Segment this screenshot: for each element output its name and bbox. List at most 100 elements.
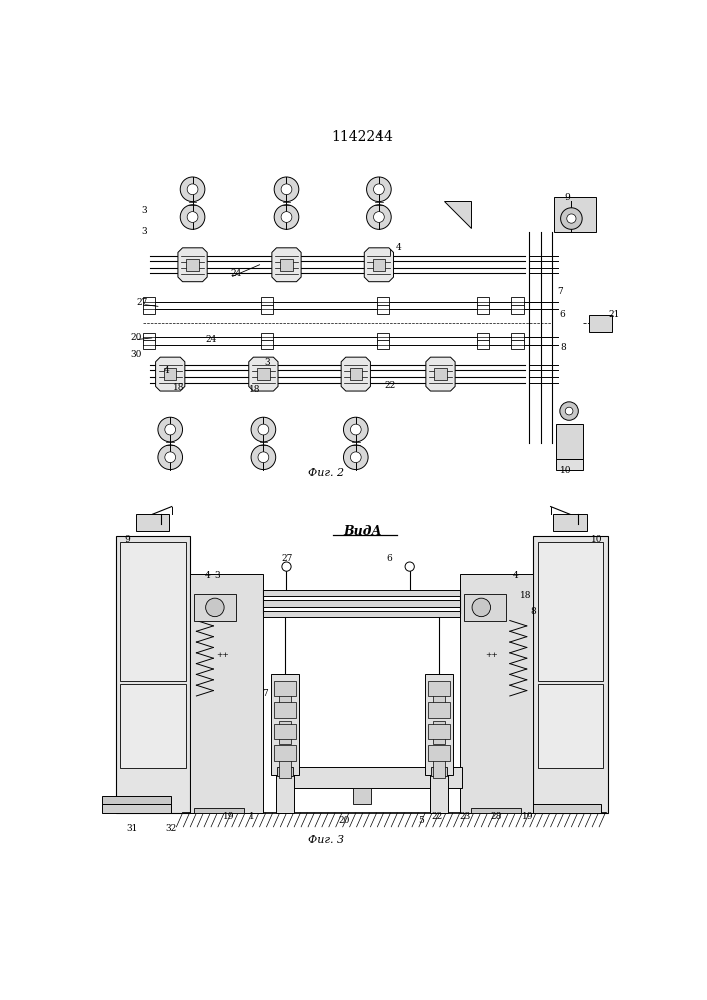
Bar bbox=[428, 702, 450, 718]
Bar bbox=[350, 368, 362, 380]
Bar bbox=[274, 702, 296, 718]
Bar bbox=[537, 542, 603, 681]
Circle shape bbox=[158, 417, 182, 442]
Circle shape bbox=[373, 212, 385, 222]
Bar bbox=[261, 297, 274, 306]
Text: 3: 3 bbox=[264, 358, 270, 367]
Bar bbox=[533, 536, 607, 813]
Bar bbox=[425, 674, 452, 774]
Bar bbox=[511, 297, 524, 306]
Text: 3: 3 bbox=[141, 227, 147, 236]
Text: 28: 28 bbox=[490, 812, 502, 821]
Text: ++: ++ bbox=[436, 686, 449, 694]
Bar bbox=[279, 721, 291, 744]
Bar bbox=[187, 259, 199, 271]
Text: 9: 9 bbox=[565, 192, 571, 202]
Text: 1: 1 bbox=[249, 812, 255, 821]
Text: 27: 27 bbox=[281, 554, 293, 563]
Circle shape bbox=[165, 424, 175, 435]
Bar bbox=[164, 368, 176, 380]
Bar bbox=[136, 514, 170, 531]
Circle shape bbox=[281, 212, 292, 222]
Bar bbox=[377, 297, 389, 306]
Polygon shape bbox=[178, 248, 207, 282]
Text: 19: 19 bbox=[522, 812, 533, 821]
Polygon shape bbox=[341, 357, 370, 391]
Bar bbox=[271, 674, 299, 774]
Text: 18: 18 bbox=[173, 383, 185, 392]
Bar bbox=[120, 542, 186, 681]
Text: 32: 32 bbox=[165, 824, 177, 833]
Text: 18: 18 bbox=[249, 385, 261, 394]
Bar bbox=[277, 767, 293, 776]
Polygon shape bbox=[426, 357, 455, 391]
Bar bbox=[430, 674, 448, 813]
Bar bbox=[102, 804, 171, 813]
Bar bbox=[353, 788, 371, 804]
Text: 20: 20 bbox=[339, 816, 350, 825]
Circle shape bbox=[565, 407, 573, 415]
Circle shape bbox=[282, 562, 291, 571]
Bar bbox=[477, 333, 489, 342]
Bar bbox=[532, 804, 601, 813]
Circle shape bbox=[344, 417, 368, 442]
Bar bbox=[431, 767, 447, 776]
Text: 3: 3 bbox=[141, 206, 147, 215]
Bar bbox=[373, 259, 385, 271]
Circle shape bbox=[281, 184, 292, 195]
Bar bbox=[589, 315, 612, 332]
Circle shape bbox=[258, 452, 269, 463]
Polygon shape bbox=[272, 248, 301, 282]
Circle shape bbox=[187, 212, 198, 222]
Polygon shape bbox=[249, 357, 278, 391]
Text: 23: 23 bbox=[460, 812, 471, 821]
Text: 7: 7 bbox=[557, 287, 563, 296]
Bar bbox=[190, 574, 264, 813]
Circle shape bbox=[180, 177, 205, 202]
Text: ++: ++ bbox=[486, 651, 498, 659]
Circle shape bbox=[258, 424, 269, 435]
Bar bbox=[433, 686, 445, 709]
Circle shape bbox=[567, 214, 576, 223]
Circle shape bbox=[560, 402, 578, 420]
Bar bbox=[279, 755, 291, 778]
Bar bbox=[460, 574, 533, 813]
Bar bbox=[264, 600, 460, 607]
Bar bbox=[279, 686, 291, 709]
Circle shape bbox=[158, 445, 182, 470]
Bar bbox=[433, 755, 445, 778]
Bar bbox=[377, 305, 389, 314]
Text: 19: 19 bbox=[223, 812, 235, 821]
Bar bbox=[556, 459, 583, 470]
Text: 8: 8 bbox=[531, 607, 537, 616]
Text: 4: 4 bbox=[204, 571, 210, 580]
Text: 24: 24 bbox=[230, 269, 242, 278]
Text: Фиг. 3: Фиг. 3 bbox=[308, 835, 344, 845]
Text: 7: 7 bbox=[262, 689, 268, 698]
Bar bbox=[553, 514, 587, 531]
Bar bbox=[377, 333, 389, 342]
Text: 6: 6 bbox=[386, 554, 392, 563]
Circle shape bbox=[180, 205, 205, 229]
Circle shape bbox=[274, 177, 299, 202]
Bar bbox=[102, 796, 171, 804]
Circle shape bbox=[251, 445, 276, 470]
Text: 9: 9 bbox=[124, 535, 130, 544]
Text: Фиг. 2: Фиг. 2 bbox=[308, 468, 344, 478]
Bar bbox=[120, 684, 186, 768]
Text: 18: 18 bbox=[520, 591, 532, 600]
Bar bbox=[277, 767, 462, 788]
Text: 27: 27 bbox=[137, 298, 148, 307]
Polygon shape bbox=[364, 248, 394, 282]
Bar bbox=[281, 259, 293, 271]
Bar bbox=[477, 340, 489, 349]
Bar bbox=[511, 340, 524, 349]
Bar bbox=[464, 594, 506, 620]
Circle shape bbox=[206, 598, 224, 617]
Bar bbox=[261, 305, 274, 314]
Circle shape bbox=[351, 452, 361, 463]
Bar bbox=[477, 297, 489, 306]
Bar bbox=[143, 305, 155, 314]
Bar bbox=[143, 340, 155, 349]
Bar bbox=[276, 674, 294, 813]
